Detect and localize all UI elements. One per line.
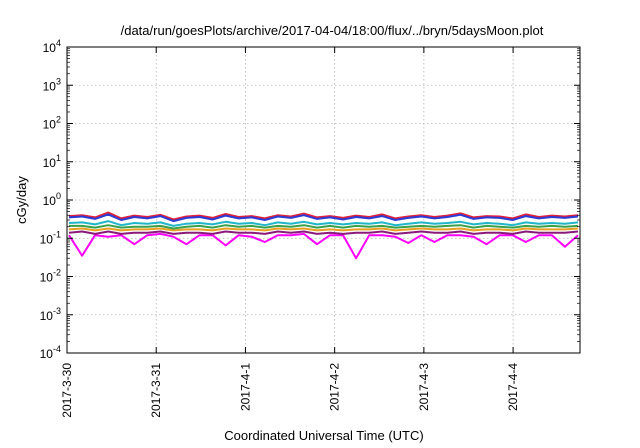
- series-line: [69, 224, 579, 230]
- y-tick-label: 101: [43, 153, 61, 170]
- y-tick-label: 103: [43, 76, 61, 93]
- series-layer: [68, 211, 579, 260]
- series-line: [68, 211, 579, 221]
- y-tick-label: 100: [43, 191, 61, 208]
- x-tick-label: 2017-4-4: [506, 363, 520, 411]
- y-axis-label: cGy/day: [14, 176, 29, 224]
- x-tick-label: 2017-3-30: [60, 363, 74, 418]
- x-tick-label: 2017-3-31: [149, 363, 163, 418]
- chart-title: /data/run/goesPlots/archive/2017-04-04/1…: [121, 23, 544, 38]
- y-tick-label: 10-1: [40, 229, 61, 246]
- x-tick-label: 2017-4-2: [328, 363, 342, 411]
- series-line: [68, 220, 579, 227]
- series-line: [68, 232, 579, 260]
- x-tick-label: 2017-4-1: [238, 363, 252, 411]
- series-line: [68, 230, 579, 235]
- grid: [67, 47, 580, 353]
- x-axis-label: Coordinated Universal Time (UTC): [224, 428, 423, 443]
- y-tick-label: 10-4: [40, 344, 61, 361]
- series-line: [68, 227, 579, 232]
- series-line: [68, 213, 579, 223]
- x-tick-label: 2017-4-3: [417, 363, 431, 411]
- y-axis: 10-4 10-3 10-2 10-1 100 101 102 103 104: [40, 38, 580, 361]
- x-axis: 2017-3-30 2017-3-31 2017-4-1 2017-4-2 2017-4…: [60, 47, 520, 418]
- y-tick-label: 10-2: [40, 268, 61, 285]
- y-tick-label: 102: [43, 115, 61, 132]
- y-tick-label: 104: [43, 38, 61, 55]
- y-tick-label: 10-3: [40, 306, 61, 323]
